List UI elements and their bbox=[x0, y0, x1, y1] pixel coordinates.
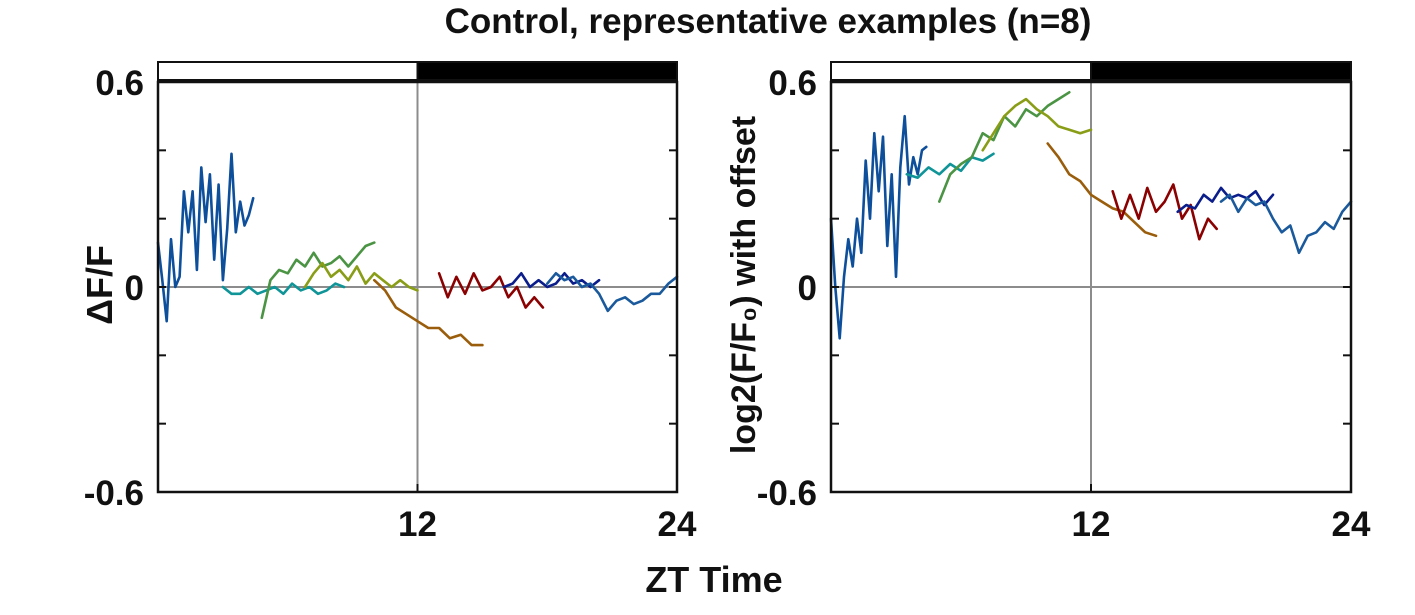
chart-left-series-trace-2 bbox=[221, 282, 346, 296]
figure-title: Control, representative examples (n=8) bbox=[445, 2, 1092, 41]
chart-left-series-trace-6 bbox=[437, 271, 545, 309]
chart-right-ytick-label: 0 bbox=[798, 269, 817, 308]
chart-left-series-trace-7 bbox=[502, 271, 601, 289]
chart-left-dark-period-bar bbox=[416, 61, 678, 81]
chart-left-xtick-label: 12 bbox=[398, 505, 437, 544]
chart-left-ylabel: ΔF/F bbox=[79, 245, 120, 325]
chart-right-ytick-label: -0.6 bbox=[757, 474, 817, 513]
shared-x-axis-label: ZT Time bbox=[645, 559, 782, 600]
chart-right-series-trace-7 bbox=[1176, 186, 1275, 214]
chart-left-ytick-label: 0 bbox=[125, 269, 144, 308]
chart-right-xtick-label: 24 bbox=[1332, 505, 1371, 544]
chart-right-series-trace-5 bbox=[1046, 142, 1158, 238]
chart-left-xtick-label: 24 bbox=[658, 505, 697, 544]
chart-right-ytick-label: 0.6 bbox=[768, 64, 817, 103]
chart-left-series-trace-1 bbox=[156, 152, 255, 323]
chart-right-light-period-bar bbox=[830, 61, 1092, 81]
chart-right-series-trace-4 bbox=[981, 97, 1093, 152]
chart-left-ytick-label: -0.6 bbox=[84, 474, 144, 513]
chart-right-xtick-label: 12 bbox=[1072, 505, 1111, 544]
chart-left-series-trace-3 bbox=[260, 241, 376, 320]
chart-left-ytick-label: 0.6 bbox=[95, 64, 144, 103]
chart-right-panel: -0.6 0 0.6 12 24 bbox=[757, 61, 1371, 544]
chart-right-ylabel: log2(F/F₀) with offset bbox=[725, 116, 763, 454]
chart-left-panel: -0.6 0 0.6 12 24 bbox=[84, 61, 697, 544]
chart-left-light-period-bar bbox=[157, 61, 419, 81]
chart-right-series-trace-8 bbox=[1219, 193, 1353, 255]
chart-left-series-trace-8 bbox=[545, 271, 679, 313]
chart-left-series-trace-5 bbox=[372, 278, 484, 347]
chart-right-dark-period-bar bbox=[1090, 61, 1352, 81]
chart-right-series-trace-1 bbox=[829, 114, 928, 340]
chart-left-series-trace-4 bbox=[303, 261, 419, 292]
chart-right-series-trace-2 bbox=[905, 152, 995, 179]
chart-right-series-trace-6 bbox=[1111, 183, 1218, 241]
